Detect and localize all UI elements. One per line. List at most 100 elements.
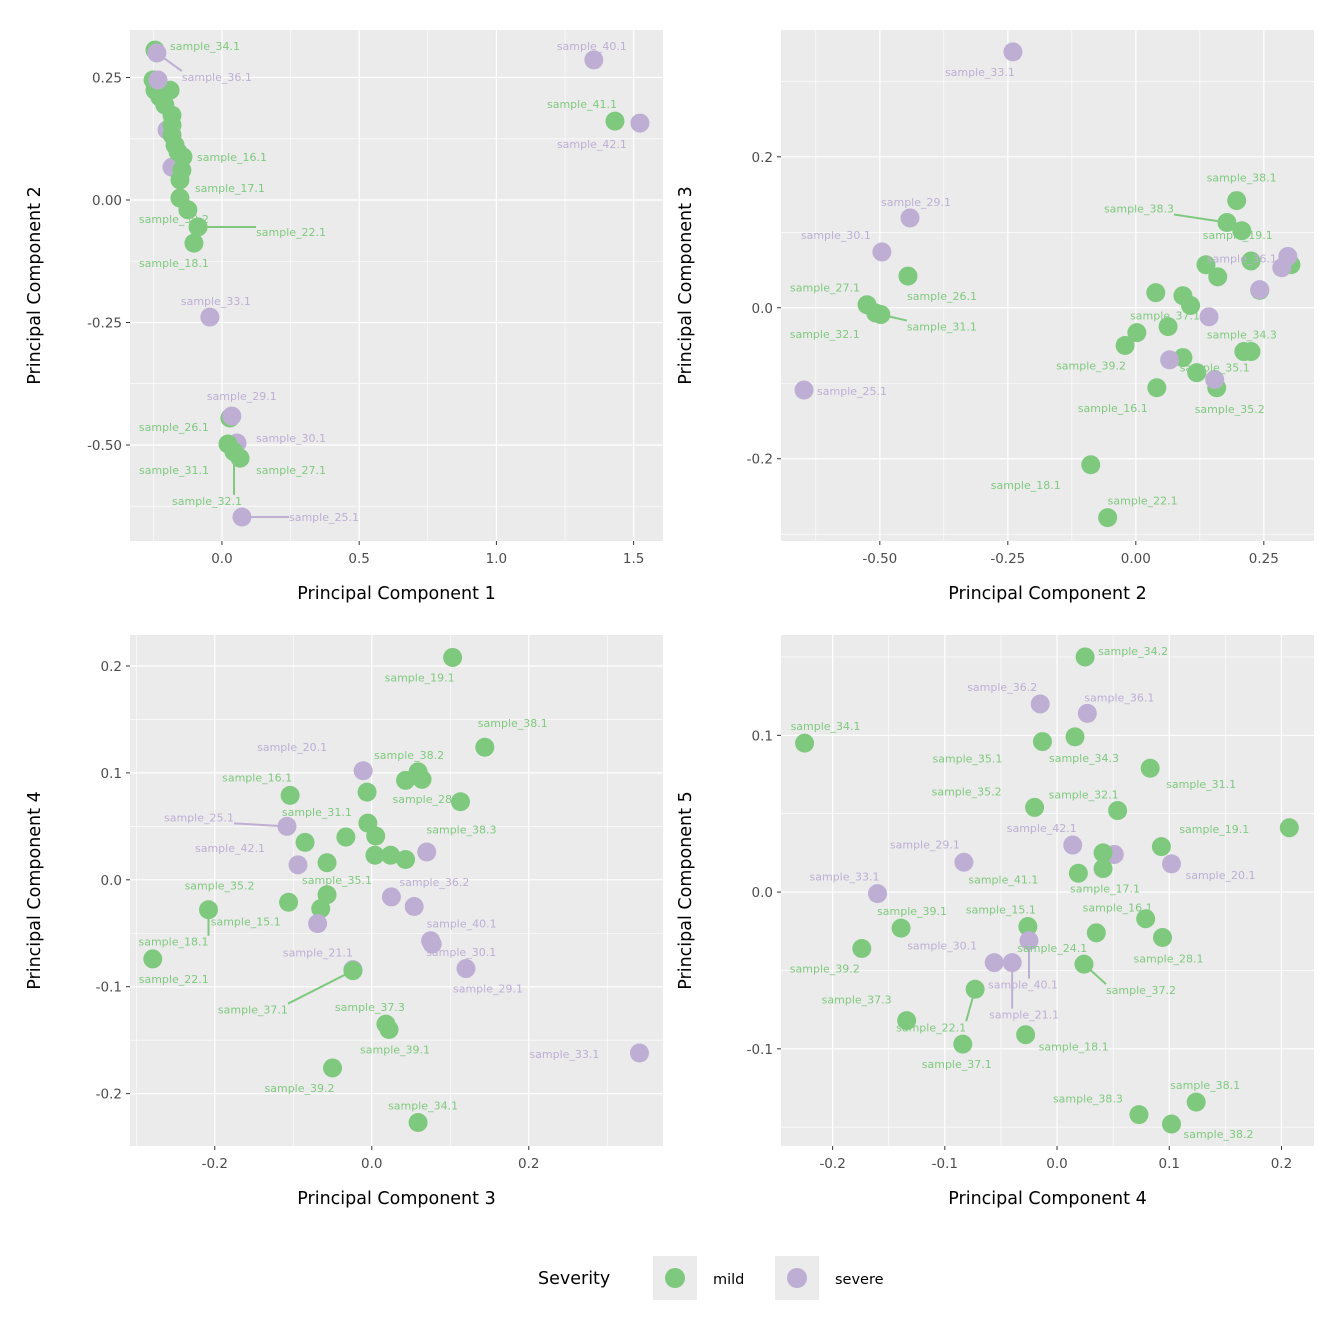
point-label: sample_34.1 [170,40,240,53]
point-mild [343,961,363,981]
point-severe [984,953,1004,973]
point-mild [170,170,190,190]
y-tick-label: -0.1 [96,980,122,996]
point-mild [311,899,331,919]
point-mild [381,845,401,865]
x-tick-label: -0.2 [819,1156,845,1172]
point-mild [1081,455,1101,475]
point-severe [1002,953,1022,973]
x-tick-label: 1.5 [623,551,644,567]
point-label: sample_33.1 [810,871,880,884]
point-mild [795,733,815,753]
label-segment [287,969,354,1005]
point-label: sample_15.1 [966,904,1036,917]
point-severe [630,113,650,133]
x-tick-label: 0.0 [1046,1156,1067,1172]
point-severe [629,1043,649,1063]
point-mild [323,1058,343,1078]
x-tick-label: 0.00 [1121,551,1151,567]
point-label: sample_29.1 [453,983,523,996]
x-tick-label: -0.2 [202,1156,228,1172]
point-label: sample_42.1 [557,138,627,151]
point-mild [279,892,299,912]
point-mild [1093,859,1113,879]
y-tick-label: -0.1 [747,1042,773,1058]
panel-2: -0.50 -0.25 0.00 0.25 0.2 0.0 -0.2 Principal Co… [676,30,1314,604]
point-label: sample_37.1 [218,1004,288,1017]
point-mild [1025,797,1045,817]
point-label: sample_31.1 [1166,778,1236,791]
point-label: sample_24.1 [1017,942,1087,955]
point-mild [1196,255,1216,275]
point-mild [1187,363,1207,383]
y-tick-label: 0.25 [92,71,122,87]
point-mild [897,1011,917,1031]
legend-key-mild [665,1268,685,1288]
point-mild [1127,323,1147,343]
point-label: sample_29.1 [881,196,951,209]
point-severe [1161,854,1181,874]
point-label: sample_18.1 [991,479,1061,492]
point-label: sample_41.1 [547,98,617,111]
point-mild [366,826,386,846]
y-tick-label: 0.2 [752,150,773,166]
point-mild [357,782,377,802]
point-mild [891,918,911,938]
point-severe [1063,835,1083,855]
point-mild [143,949,163,969]
point-mild [1146,283,1166,303]
point-label: sample_39.1 [877,905,947,918]
point-label: sample_15.1 [211,916,281,929]
point-mild [965,979,985,999]
point-label: sample_35.2 [1195,403,1265,416]
y-tick-label: -0.2 [96,1087,122,1103]
point-mild [1140,758,1160,778]
x-tick-label: 0.2 [1271,1156,1292,1172]
point-label: sample_20.1 [1185,869,1255,882]
point-mild [1086,923,1106,943]
point-mild [1151,837,1171,857]
point-label: sample_38.1 [1170,1079,1240,1092]
point-severe [1077,703,1097,723]
point-severe [1019,931,1039,951]
point-severe [404,897,424,917]
point-mild [379,1019,399,1039]
point-mild [871,305,891,325]
point-severe [1003,42,1023,62]
points [794,42,1301,528]
point-label: sample_29.1 [890,838,960,851]
point-severe [147,43,167,63]
point-label: sample_30.1 [801,229,871,242]
point-label: sample_37.1 [922,1058,992,1071]
point-severe [1205,369,1225,389]
point-severe [381,887,401,907]
y-axis-title: Principal Component 3 [676,186,696,384]
point-mild [412,769,432,789]
point-label: sample_20.1 [257,741,327,754]
point-severe [1199,307,1219,327]
point-labels: sample_34.2 sample_36.2 sample_36.1 sample_… [790,645,1256,1141]
point-mild [1115,336,1135,356]
panel-background [130,30,663,541]
point-label: sample_17.1 [195,182,265,195]
point-severe [277,816,297,836]
point-mild [1153,928,1173,948]
point-label: sample_29.1 [207,390,277,403]
point-mild [1129,1105,1149,1125]
point-severe [222,406,242,426]
point-label: sample_22.1 [256,226,326,239]
point-label: sample_22.1 [1108,495,1178,508]
y-axis-title: Principal Component 5 [676,791,696,989]
point-label: sample_28.1 [1134,953,1204,966]
panel-background [781,30,1314,541]
point-labels: sample_19.1 sample_38.1 sample_38.2 sample_… [138,671,599,1112]
point-severe [1030,694,1050,714]
y-axis-title: Principal Component 4 [25,791,45,989]
point-severe [232,507,252,527]
point-mild [1208,267,1228,287]
point-mild [1108,801,1128,821]
point-label: sample_38.2 [374,749,444,762]
point-mild [450,792,470,812]
point-label: sample_34.3 [1207,329,1277,342]
